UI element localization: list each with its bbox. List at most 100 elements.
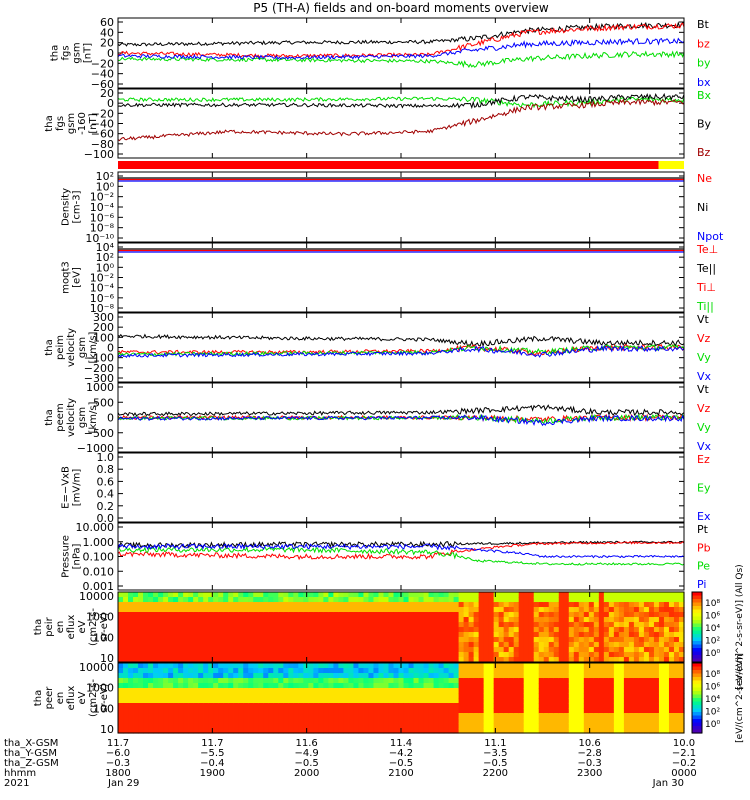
heatmap-cell	[243, 607, 249, 613]
heatmap-cell	[228, 622, 234, 628]
x-column-value: 2100	[388, 768, 413, 779]
heatmap-cell	[508, 698, 515, 704]
heatmap-cell	[453, 698, 460, 704]
heatmap-cell	[528, 632, 535, 638]
heatmap-cell	[658, 678, 665, 684]
heatmap-cell	[413, 632, 420, 638]
heatmap-cell	[593, 607, 600, 613]
colorbar-segment	[692, 694, 702, 699]
heatmap-cell	[593, 632, 600, 638]
heatmap-cell	[473, 607, 480, 613]
heatmap-cell	[243, 728, 249, 734]
heatmap-cell	[398, 673, 405, 679]
heatmap-cell	[408, 668, 415, 674]
heatmap-cell	[638, 592, 645, 598]
x-column-value: −2.8	[578, 748, 602, 759]
heatmap-cell	[393, 688, 400, 694]
heatmap-cell	[418, 728, 425, 734]
heatmap-cell	[498, 703, 505, 709]
heatmap-cell	[443, 657, 450, 663]
ylabel-line: [cm-3]	[72, 190, 83, 223]
series-line-pe	[117, 545, 685, 566]
heatmap-cell	[183, 602, 189, 608]
heatmap-cell	[238, 632, 244, 638]
x-column-value: −5.5	[200, 748, 224, 759]
heatmap-cell	[303, 728, 309, 734]
heatmap-cell	[573, 642, 580, 648]
heatmap-cell	[568, 688, 575, 694]
heatmap-cell	[568, 723, 575, 729]
heatmap-cell	[483, 728, 490, 734]
heatmap-cell	[518, 607, 525, 613]
heatmap-cell	[533, 642, 540, 648]
heatmap-cell	[403, 637, 410, 643]
heatmap-cell	[433, 597, 440, 603]
heatmap-cell	[368, 607, 375, 613]
heatmap-cell	[573, 663, 580, 669]
heatmap-cell	[158, 597, 164, 603]
heatmap-cell	[183, 632, 189, 638]
ylabel-line: velocity	[66, 328, 77, 367]
heatmap-cell	[318, 632, 324, 638]
x-column-value: −4.2	[389, 748, 413, 759]
heatmap-cell	[673, 612, 680, 618]
heatmap-cell	[263, 683, 269, 689]
heatmap-cell	[423, 647, 430, 653]
heatmap-cell	[168, 673, 174, 679]
heatmap-cell	[573, 673, 580, 679]
heatmap-cell	[348, 683, 355, 689]
heatmap-cell	[643, 657, 650, 663]
heatmap-cell	[323, 678, 329, 684]
heatmap-cell	[388, 683, 395, 689]
heatmap-cell	[548, 723, 555, 729]
heatmap-cell	[323, 703, 329, 709]
heatmap-cell	[203, 703, 209, 709]
heatmap-cell	[258, 592, 264, 598]
heatmap-cell	[548, 708, 555, 714]
heatmap-cell	[438, 698, 445, 704]
heatmap-cell	[268, 612, 274, 618]
legend-te: Te||	[696, 262, 716, 275]
heatmap-cell	[218, 642, 224, 648]
heatmap-cell	[323, 647, 329, 653]
heatmap-cell	[243, 652, 249, 658]
heatmap-cell	[138, 688, 144, 694]
heatmap-cell	[178, 607, 184, 613]
heatmap-cell	[348, 622, 355, 628]
heatmap-cell	[598, 627, 605, 633]
heatmap-cell	[503, 607, 510, 613]
ylabel-line: eV	[77, 620, 88, 633]
heatmap-cell	[648, 728, 655, 734]
y-tick-label: −300	[84, 372, 114, 385]
heatmap-cell	[578, 657, 585, 663]
heatmap-cell	[203, 688, 209, 694]
heatmap-cell	[518, 657, 525, 663]
heatmap-cell	[458, 703, 465, 709]
heatmap-cell	[288, 723, 294, 729]
heatmap-cell	[268, 718, 274, 724]
heatmap-cell	[358, 703, 365, 709]
heatmap-cell	[578, 592, 585, 598]
heatmap-cell	[278, 622, 284, 628]
heatmap-cell	[293, 647, 299, 653]
heatmap-cell	[513, 617, 520, 623]
heatmap-cell	[648, 612, 655, 618]
heatmap-cell	[333, 673, 339, 679]
heatmap-cell	[398, 652, 405, 658]
heatmap-cell	[138, 612, 144, 618]
heatmap-cell	[653, 632, 660, 638]
ylabel-line: (cm2-s-	[88, 679, 99, 717]
heatmap-cell	[548, 647, 555, 653]
heatmap-cell	[243, 657, 249, 663]
heatmap-cell	[268, 703, 274, 709]
heatmap-cell	[503, 683, 510, 689]
heatmap-cell	[158, 632, 164, 638]
heatmap-cell	[238, 652, 244, 658]
heatmap-cell	[243, 622, 249, 628]
heatmap-cell	[233, 713, 239, 719]
heatmap-cell	[398, 688, 405, 694]
heatmap-cell	[568, 718, 575, 724]
heatmap-cell	[528, 652, 535, 658]
heatmap-cell	[193, 592, 199, 598]
heatmap-cell	[508, 678, 515, 684]
